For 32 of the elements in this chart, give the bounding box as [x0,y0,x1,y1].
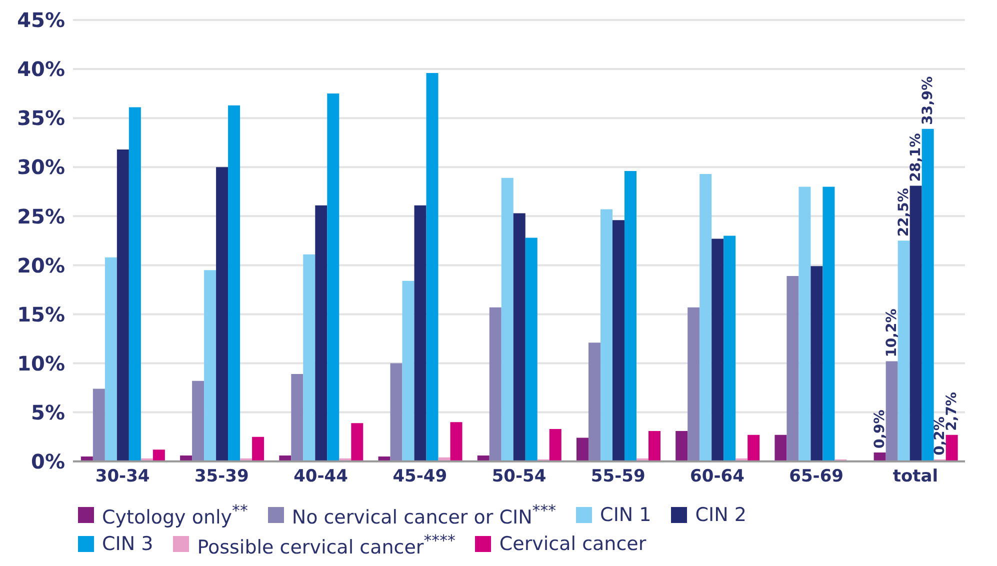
y-tick-label: 45% [17,8,65,32]
legend-label: CIN 3 [102,533,154,556]
x-tick-label: 40-44 [294,466,348,486]
legend-label: Possible cervical cancer$^{****}$ [197,530,456,558]
y-tick-label: 15% [17,302,65,326]
data-label: 10,2% [884,308,900,358]
y-tick-label: 35% [17,106,65,130]
y-tick-label: 40% [17,57,65,82]
data-label: 22,5% [896,188,912,237]
data-label: 28,1% [908,133,924,182]
x-tick-label: 45-49 [392,466,448,486]
y-tick-label: 10% [17,351,65,376]
x-tick-label: 35-39 [194,466,249,486]
x-tick-label: 65-69 [789,466,844,486]
legend-label: CIN 1 [600,504,652,526]
x-tick-label: 30-34 [95,466,150,486]
legend-label: No cervical cancer or CIN$^{***}$ [292,501,556,529]
x-tick-label: total [892,466,938,486]
data-label: 2,7% [944,392,960,431]
data-label: 0,9% [872,410,888,449]
y-tick-label: 30% [17,155,65,180]
y-tick-label: 5% [31,400,65,424]
y-tick-label: 0% [31,449,65,474]
x-tick-label: 55-59 [590,466,646,486]
x-tick-label: 50-54 [492,466,546,486]
legend-label: CIN 2 [695,504,746,526]
legend-label: Cytology only$^{**}$ [102,501,248,529]
y-tick-label: 25% [17,204,65,228]
data-label: 33,9% [920,76,936,125]
x-tick-label: 60-64 [690,466,745,486]
y-tick-label: 20% [17,253,65,278]
legend-label: Cervical cancer [499,533,646,556]
